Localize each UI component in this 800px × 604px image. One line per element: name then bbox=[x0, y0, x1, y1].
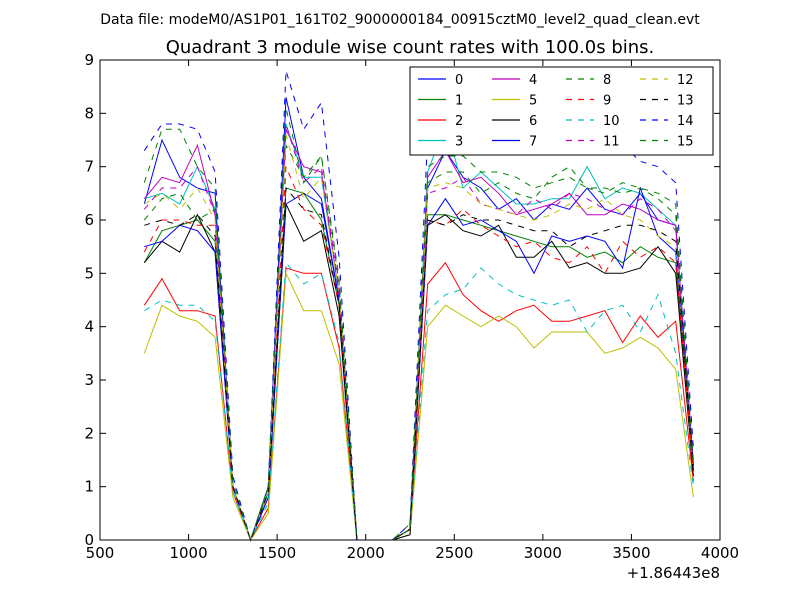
legend-label-8: 8 bbox=[603, 73, 611, 88]
y-tick-label: 4 bbox=[84, 318, 94, 336]
series-line-5 bbox=[143, 271, 694, 542]
legend-label-14: 14 bbox=[677, 114, 694, 129]
legend-label-10: 10 bbox=[603, 114, 620, 129]
x-tick-label: 4000 bbox=[701, 544, 739, 562]
legend-label-12: 12 bbox=[677, 73, 694, 88]
x-tick-label: 2500 bbox=[435, 544, 473, 562]
y-tick-label: 5 bbox=[84, 264, 94, 282]
legend-label-13: 13 bbox=[677, 94, 694, 109]
y-tick-label: 3 bbox=[84, 371, 94, 389]
x-tick-label: 2000 bbox=[347, 544, 385, 562]
legend-label-11: 11 bbox=[603, 135, 620, 150]
data-file-label: Data file: modeM0/AS1P01_161T02_90000001… bbox=[100, 12, 700, 28]
y-tick-label: 7 bbox=[84, 158, 94, 176]
legend-label-15: 15 bbox=[677, 135, 694, 150]
y-tick-label: 2 bbox=[84, 424, 94, 442]
legend-label-6: 6 bbox=[529, 114, 537, 129]
y-tick-label: 1 bbox=[84, 478, 94, 496]
x-tick-label: 3000 bbox=[524, 544, 562, 562]
legend-label-0: 0 bbox=[455, 73, 463, 88]
chart-title: Quadrant 3 module wise count rates with … bbox=[166, 37, 655, 58]
y-tick-label: 0 bbox=[84, 531, 94, 549]
x-tick-label: 3500 bbox=[612, 544, 650, 562]
legend-label-3: 3 bbox=[455, 135, 463, 150]
series-line-2 bbox=[143, 261, 694, 542]
y-tick-label: 8 bbox=[84, 104, 94, 122]
legend-label-9: 9 bbox=[603, 94, 611, 109]
series-line-13 bbox=[144, 186, 694, 542]
legend-label-7: 7 bbox=[529, 135, 537, 150]
x-axis-offset-label: +1.86443e8 bbox=[627, 564, 720, 582]
series-line-4 bbox=[143, 129, 694, 542]
axis-ticks: 500 1000 1500 2000 2500 3000 3500 4000012345678… bbox=[84, 51, 739, 562]
series-line-11 bbox=[143, 123, 694, 542]
series-line-15 bbox=[143, 107, 694, 542]
legend-label-1: 1 bbox=[455, 94, 463, 109]
series-line-12 bbox=[144, 134, 694, 542]
y-tick-label: 6 bbox=[84, 211, 94, 229]
series-line-10 bbox=[144, 261, 694, 542]
plot-area-frame bbox=[99, 59, 721, 541]
legend-label-2: 2 bbox=[455, 114, 463, 129]
legend-label-5: 5 bbox=[529, 94, 537, 109]
legend-label-4: 4 bbox=[529, 73, 537, 88]
y-tick-label: 9 bbox=[84, 51, 94, 69]
x-tick-label: 1500 bbox=[258, 544, 296, 562]
x-tick-label: 500 bbox=[86, 544, 115, 562]
series-line-1 bbox=[143, 187, 694, 542]
legend-box bbox=[409, 66, 714, 156]
x-tick-label: 1000 bbox=[169, 544, 207, 562]
